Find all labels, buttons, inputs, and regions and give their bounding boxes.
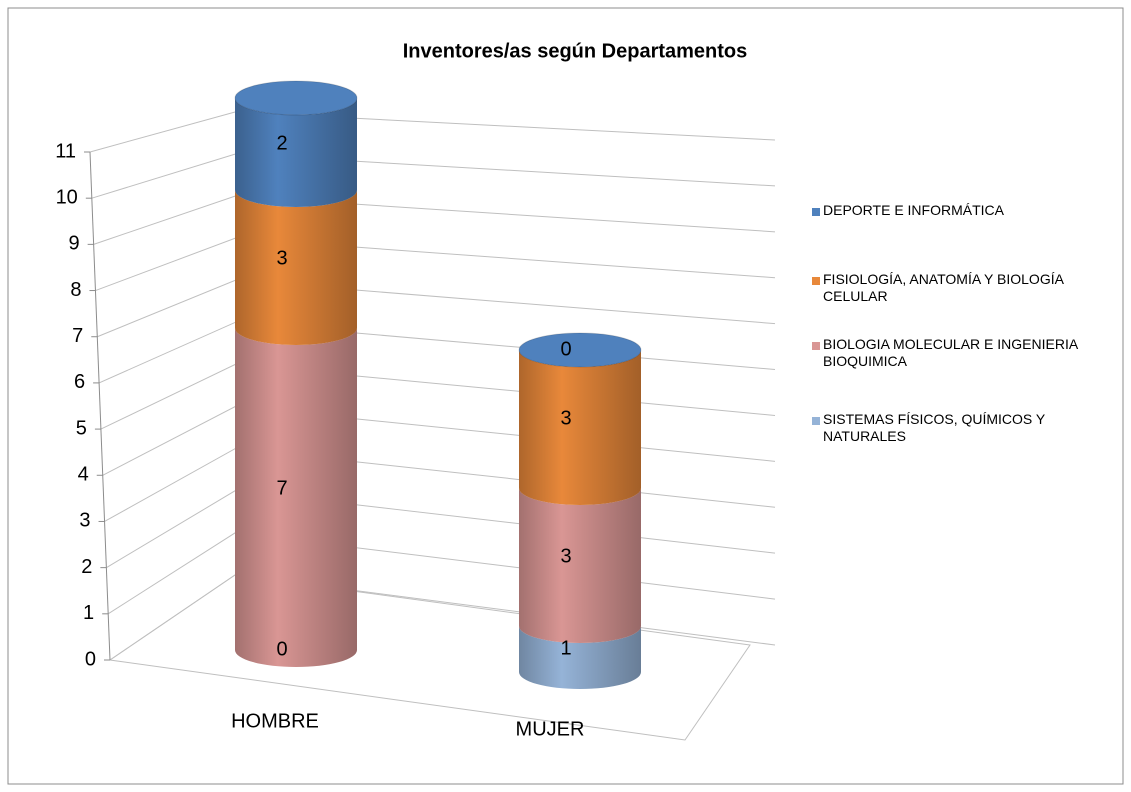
data-label: 3 <box>560 545 571 567</box>
y-tick-label: 6 <box>74 371 85 393</box>
x-tick-label: MUJER <box>516 718 585 740</box>
chart-title: Inventores/as según Departamentos <box>403 40 748 62</box>
cylinder-top <box>518 332 642 368</box>
cylinder-top <box>234 80 358 116</box>
legend-label: DEPORTE E INFORMÁTICA <box>823 202 1004 218</box>
legend-swatch <box>812 208 820 216</box>
y-tick-label: 11 <box>55 140 76 162</box>
data-label: 3 <box>560 407 571 429</box>
y-tick-label: 10 <box>56 186 78 208</box>
y-tick-label: 1 <box>83 602 94 624</box>
data-label: 7 <box>276 477 287 499</box>
legend-entry: DEPORTE E INFORMÁTICA <box>823 202 1004 218</box>
y-tick-label: 4 <box>78 464 89 486</box>
legend-entry: FISIOLOGÍA, ANATOMÍA Y BIOLOGÍA CELULAR <box>823 271 1064 304</box>
data-label: 0 <box>276 638 287 660</box>
data-label: 0 <box>560 338 571 360</box>
y-tick-label: 2 <box>81 556 92 578</box>
legend-label: FISIOLOGÍA, ANATOMÍA Y BIOLOGÍA CELULAR <box>823 271 1064 304</box>
data-label: 2 <box>276 132 287 154</box>
segment-shade <box>519 488 641 643</box>
segment-shade <box>519 350 641 505</box>
x-tick-label: HOMBRE <box>231 710 319 732</box>
data-label: 3 <box>276 247 287 269</box>
legend-label: BIOLOGIA MOLECULAR E INGENIERIA BIOQUIMI… <box>823 336 1078 369</box>
legend-swatch <box>812 417 820 425</box>
segment-shade <box>235 328 357 667</box>
legend-label: SISTEMAS FÍSICOS, QUÍMICOS Y NATURALES <box>823 411 1045 444</box>
y-tick-label: 8 <box>70 279 81 301</box>
data-label: 1 <box>560 637 571 659</box>
legend-entry: SISTEMAS FÍSICOS, QUÍMICOS Y NATURALES <box>823 411 1045 444</box>
y-tick-label: 9 <box>69 233 80 255</box>
legend-swatch <box>812 342 820 350</box>
segment-shade <box>235 98 357 207</box>
y-tick-label: 7 <box>72 325 83 347</box>
legend-entry: BIOLOGIA MOLECULAR E INGENIERIA BIOQUIMI… <box>823 336 1078 369</box>
legend-swatch <box>812 277 820 285</box>
y-tick-label: 3 <box>79 510 90 532</box>
y-tick-label: 5 <box>76 417 87 439</box>
segment-shade <box>235 190 357 345</box>
y-tick-label: 0 <box>85 648 96 670</box>
segment-shade <box>519 626 641 689</box>
y-axis <box>89 151 111 661</box>
